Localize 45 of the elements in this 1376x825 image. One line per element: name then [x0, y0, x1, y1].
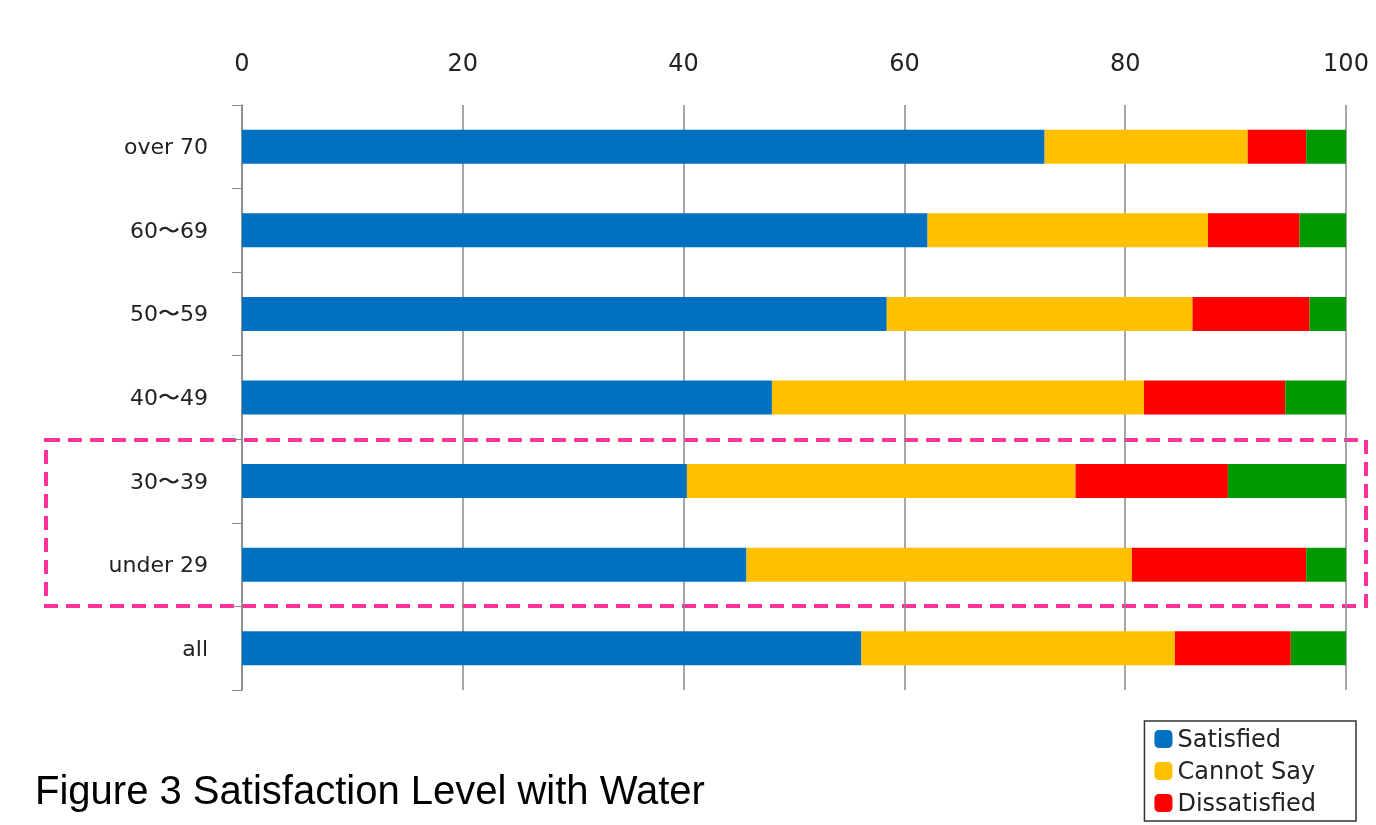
bar: [771, 380, 1144, 415]
bar: [927, 213, 1208, 248]
bar: [1309, 296, 1346, 331]
bar: [1174, 631, 1291, 666]
x-tick-label: 60: [889, 49, 920, 77]
bar: [242, 380, 772, 415]
bar: [242, 129, 1045, 164]
bar: [242, 213, 928, 248]
bar: [1290, 631, 1346, 666]
text: Figure 3 Satisfaction Level with Water: [35, 768, 705, 812]
bar: [1227, 464, 1346, 499]
bar: [746, 547, 1132, 582]
x-tick-label: 40: [668, 49, 699, 77]
bar: [242, 464, 687, 499]
x-tick-label: 20: [447, 49, 479, 77]
legend-label: Dissatisfied: [1177, 789, 1316, 817]
bar: [1247, 129, 1307, 164]
bar: [1192, 296, 1310, 331]
bar: [242, 296, 887, 331]
y-tick-label: 50〜59: [130, 301, 208, 327]
y-tick-label: 30〜39: [130, 468, 208, 494]
bar: [1131, 547, 1307, 582]
legend-label: Cannot Say: [1177, 757, 1316, 785]
y-tick-label: over 70: [123, 134, 208, 160]
bar: [1306, 129, 1346, 164]
bar: [1143, 380, 1286, 415]
bar: [1075, 464, 1228, 499]
bar: [242, 631, 862, 666]
bar: [1208, 213, 1300, 248]
y-tick-label: 60〜69: [130, 217, 208, 243]
y-tick-label: under 29: [108, 552, 208, 578]
x-tick-label: 100: [1323, 49, 1369, 77]
y-tick-label: all: [182, 635, 208, 661]
x-tick-label: 80: [1109, 49, 1141, 77]
bar: [861, 631, 1175, 666]
bar: [686, 464, 1076, 499]
legend-label: Satisfied: [1177, 725, 1282, 753]
bar: [886, 296, 1193, 331]
bar: [1044, 129, 1248, 164]
bar: [1306, 547, 1346, 582]
bar: [1285, 380, 1346, 415]
x-tick-label: 0: [234, 49, 250, 77]
bar: [242, 547, 747, 582]
bar: [1299, 213, 1346, 248]
y-tick-label: 40〜49: [130, 385, 208, 410]
